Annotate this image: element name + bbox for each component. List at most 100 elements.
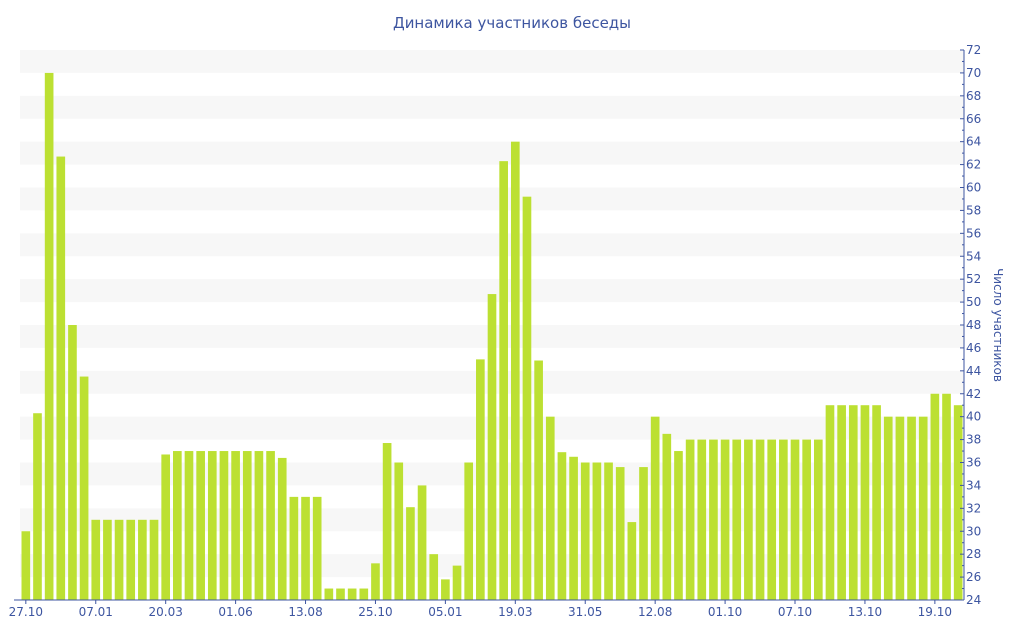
y-axis-label: Число участников (991, 268, 1005, 382)
y-tick-label: 58 (966, 203, 981, 217)
bar (639, 467, 648, 600)
bar (266, 451, 275, 600)
bar (697, 439, 707, 600)
bar (627, 522, 637, 600)
bar (429, 554, 439, 600)
bar (44, 72, 54, 600)
bar (545, 416, 555, 600)
bar (289, 496, 299, 600)
bar (674, 451, 683, 600)
bar (942, 393, 951, 600)
bar (825, 405, 835, 600)
x-tick-label: 19.10 (918, 605, 952, 619)
bar (883, 416, 893, 600)
x-tick-label: 01.10 (708, 605, 742, 619)
bar (79, 376, 89, 600)
bars (21, 72, 963, 601)
grid-band (20, 50, 964, 73)
x-tick-label: 05.01 (428, 605, 462, 619)
bar (324, 588, 334, 600)
y-tick-label: 64 (966, 135, 981, 149)
y-tick-label: 24 (966, 593, 981, 607)
bar (382, 443, 392, 600)
bar (580, 462, 590, 600)
bar (149, 519, 159, 600)
y-tick-label: 54 (966, 249, 981, 263)
bar (848, 405, 858, 600)
bar (487, 294, 497, 600)
y-tick-label: 52 (966, 272, 981, 286)
grid-band (20, 95, 964, 119)
chart-title: Динамика участников беседы (393, 14, 631, 32)
bar (499, 161, 508, 601)
bar (895, 416, 905, 600)
bar (441, 579, 450, 600)
bar (569, 456, 578, 600)
bar (114, 519, 124, 600)
x-tick-label: 07.01 (79, 605, 113, 619)
bar (813, 439, 823, 600)
bar (709, 439, 718, 600)
bar (615, 467, 625, 600)
y-tick-label: 44 (966, 364, 981, 378)
y-tick-label: 50 (966, 295, 981, 309)
bar (312, 496, 322, 600)
bar (301, 496, 310, 600)
x-tick-label: 31.05 (568, 605, 602, 619)
y-tick-label: 72 (966, 43, 981, 57)
x-tick-label: 07.10 (778, 605, 812, 619)
bar (767, 439, 777, 600)
bar (662, 433, 672, 600)
bar (196, 451, 205, 600)
y-tick-label: 42 (966, 387, 981, 401)
bar (732, 439, 742, 600)
y-tick-label: 40 (966, 410, 981, 424)
bar (779, 439, 788, 600)
bar (21, 531, 31, 600)
y-tick-label: 48 (966, 318, 981, 332)
y-axis: 24 26 28 30 32 34 36 38 40 42 44 46 48 50 52 54 56 58 60 62… (960, 43, 981, 607)
bar (406, 507, 415, 600)
bar (103, 519, 112, 600)
bar (604, 462, 613, 600)
x-tick-label: 19.03 (498, 605, 532, 619)
bar (336, 588, 345, 600)
bar (173, 451, 182, 600)
bar (685, 439, 695, 600)
grid-band (20, 141, 964, 165)
bar (755, 439, 765, 600)
bar (126, 519, 136, 600)
bar (138, 519, 147, 600)
y-tick-label: 46 (966, 341, 981, 355)
bar (860, 405, 870, 600)
bar (207, 451, 217, 600)
bar (464, 462, 474, 600)
y-tick-label: 30 (966, 524, 981, 538)
grid-band (20, 279, 964, 303)
bar (592, 462, 602, 600)
y-tick-label: 28 (966, 547, 981, 561)
x-tick-label: 13.08 (288, 605, 322, 619)
bar (452, 565, 462, 600)
grid-band (20, 233, 964, 257)
grid-band (20, 187, 964, 211)
bar (371, 563, 380, 600)
x-tick-label: 25.10 (358, 605, 392, 619)
bar (534, 360, 543, 600)
bar (476, 359, 485, 600)
bar (522, 196, 532, 600)
bar (33, 413, 42, 600)
bar (417, 485, 427, 600)
bar (219, 451, 229, 600)
bar (930, 393, 940, 600)
bar (91, 519, 101, 600)
bar (56, 156, 66, 600)
bar (907, 416, 916, 600)
y-tick-label: 36 (966, 456, 981, 470)
bar (790, 439, 800, 600)
bar (394, 462, 404, 600)
bar (242, 451, 252, 600)
bar (650, 416, 660, 600)
y-tick-label: 68 (966, 89, 981, 103)
x-tick-label: 01.06 (218, 605, 252, 619)
